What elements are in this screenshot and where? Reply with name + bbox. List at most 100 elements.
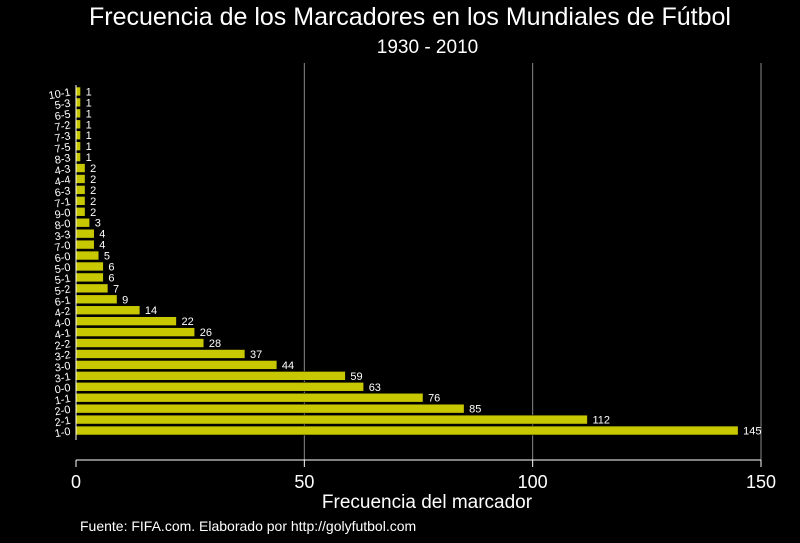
value-label: 4	[99, 240, 105, 252]
category-label: 2-0	[54, 404, 72, 419]
value-label: 1	[86, 86, 92, 98]
bar	[75, 97, 81, 108]
category-label: 6-1	[54, 294, 72, 309]
value-label: 26	[200, 327, 212, 339]
bar	[75, 119, 81, 130]
category-label: 0-0	[54, 382, 72, 397]
category-label: 8-0	[54, 218, 72, 233]
category-label: 7-5	[54, 141, 72, 156]
category-labels: 1-02-12-01-10-03-13-03-22-24-14-04-26-15…	[48, 87, 72, 441]
value-label: 76	[428, 393, 440, 405]
value-label: 2	[90, 207, 96, 219]
bar	[75, 86, 81, 97]
value-label: 59	[350, 371, 362, 383]
category-label: 4-2	[54, 305, 72, 320]
source-note: Fuente: FIFA.com. Elaborado por http://g…	[80, 518, 417, 534]
bar	[75, 130, 81, 141]
value-label: 5	[104, 251, 110, 263]
value-label: 63	[369, 382, 381, 394]
value-labels: 1451128576635944372826221497665443222221…	[86, 86, 762, 437]
category-label: 7-0	[54, 240, 72, 255]
category-label: 3-2	[54, 349, 72, 364]
category-label: 4-0	[54, 316, 72, 331]
bar	[75, 283, 109, 294]
bars	[75, 86, 739, 436]
category-label: 8-3	[54, 152, 72, 167]
bar	[75, 217, 90, 228]
category-label: 3-1	[54, 371, 72, 386]
x-axis: 0 50 100 150	[71, 85, 776, 492]
value-label: 2	[90, 163, 96, 175]
category-label: 3-0	[54, 360, 72, 375]
bar	[75, 327, 196, 337]
value-label: 1	[86, 130, 92, 142]
bar	[75, 108, 81, 119]
value-label: 28	[209, 338, 221, 350]
bar	[75, 381, 365, 392]
bar	[75, 305, 141, 316]
bar	[75, 338, 205, 348]
bar	[75, 206, 86, 217]
bar	[75, 141, 81, 151]
bar	[75, 392, 424, 403]
bar	[75, 196, 86, 206]
value-label: 1	[86, 152, 92, 164]
value-label: 6	[108, 261, 114, 273]
category-label: 5-1	[54, 273, 72, 288]
category-label: 2-1	[54, 415, 72, 430]
bar	[75, 403, 465, 414]
value-label: 1	[86, 97, 92, 109]
value-label: 1	[86, 119, 92, 131]
category-label: 1-1	[54, 393, 72, 408]
bar	[75, 228, 95, 239]
value-label: 6	[108, 272, 114, 284]
category-label: 6-3	[54, 185, 72, 200]
value-label: 3	[95, 218, 101, 230]
value-label: 85	[469, 404, 481, 416]
bar	[75, 152, 81, 162]
bar	[75, 261, 104, 272]
category-label: 6-0	[54, 251, 72, 266]
category-label: 9-0	[54, 207, 72, 222]
bar	[75, 185, 86, 195]
bar	[75, 239, 95, 250]
category-label: 1-0	[54, 426, 72, 441]
value-label: 7	[113, 283, 119, 295]
bar	[75, 250, 100, 261]
bar	[75, 294, 118, 305]
bar	[75, 425, 739, 436]
bar	[75, 349, 246, 359]
category-label: 6-5	[54, 108, 72, 123]
x-tick-label: 0	[71, 472, 81, 492]
category-label: 7-3	[54, 130, 72, 145]
bar	[75, 163, 86, 173]
bar	[75, 371, 346, 381]
value-label: 4	[99, 229, 105, 241]
category-label: 3-3	[54, 229, 72, 244]
bar	[75, 360, 278, 370]
bar	[75, 272, 104, 283]
category-label: 5-2	[54, 283, 72, 298]
value-label: 37	[250, 349, 262, 361]
category-label: 4-1	[54, 327, 72, 342]
x-tick-label: 50	[294, 472, 314, 492]
category-label: 7-1	[54, 196, 72, 211]
value-label: 2	[90, 185, 96, 197]
bar	[75, 414, 588, 425]
value-label: 2	[90, 174, 96, 186]
category-label: 5-0	[54, 262, 72, 277]
value-label: 22	[181, 316, 193, 328]
category-label: 4-4	[54, 174, 72, 189]
bar	[75, 316, 177, 326]
value-label: 112	[592, 415, 610, 427]
value-label: 1	[86, 108, 92, 120]
category-label: 4-3	[54, 163, 72, 178]
chart-subtitle: 1930 - 2010	[376, 37, 479, 58]
value-label: 1	[86, 141, 92, 153]
value-label: 2	[90, 196, 96, 208]
value-label: 145	[743, 426, 761, 438]
x-axis-label: Frecuencia del marcador	[322, 492, 533, 513]
x-tick-label: 100	[518, 472, 548, 492]
category-label: 5-3	[54, 98, 72, 113]
